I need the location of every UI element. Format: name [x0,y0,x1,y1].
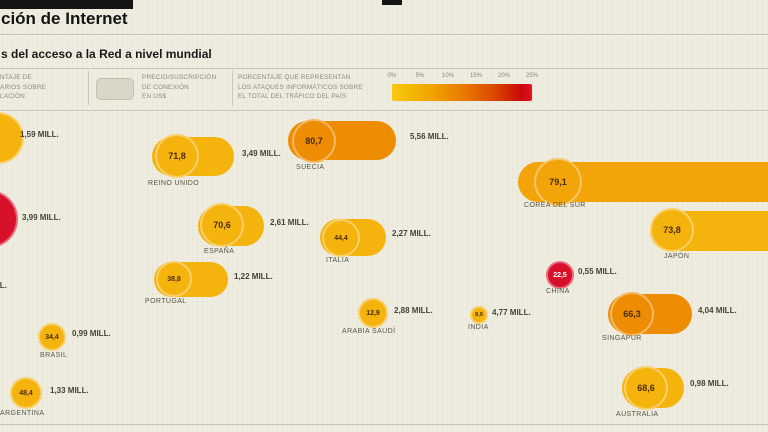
country-pct-value: 68,6 [637,383,655,393]
country-label: ESPAÑA [204,248,235,255]
country-pct-value: 80,7 [305,136,323,146]
legend-users-line: NTAJE DE [0,74,33,81]
country-label: JAPÓN [664,253,690,260]
country-users-value: 1,33 MILL. [50,386,89,395]
country-pct-value: 79,1 [549,177,567,187]
country-pct-value: 71,8 [168,151,186,161]
country-pct-value: 34,4 [45,333,59,341]
legend-attacks-line: EL TOTAL DEL TRÁFICO DEL PAÍS [238,93,347,101]
country-users-value: 2,88 MILL. [394,306,433,315]
country-users-value: 0,99 MILL. [72,329,111,338]
country-users-value: 3,99 MILL. [22,213,61,222]
country-bubble-cutoff-red [0,190,18,248]
scale-tick: 0% [387,73,397,79]
country-bubble: 66,3 [610,292,654,336]
country-pct-value: 38,8 [167,275,181,283]
country-pct-value: 66,3 [623,309,641,319]
country-bubble: 70,6 [200,203,244,247]
country-users-value: 2,61 MILL. [270,218,309,227]
country-label: ARGENTINA [0,410,45,417]
country-label: CHINA [546,288,570,295]
country-label: ARABIA SAUDÍ [342,328,396,335]
legend-price-label: PRECIO/SUSCRIPCIÓN DE CONEXIÓN EN US$ [142,73,216,102]
country-users-value: 1,59 MILL. [20,130,59,139]
country-pct-value: 44,4 [334,234,348,242]
country-pct-value: 22,5 [553,271,567,279]
country-pct-value: 73,8 [663,225,681,235]
scale-tick: 10% [441,73,454,79]
country-users-value: 5,56 MILL. [410,132,449,141]
legend-users-label: NTAJE DE ARIOS SOBRE LACIÓN [0,73,46,102]
country-label: INDIA [468,324,489,331]
legend-price-line: PRECIO/SUSCRIPCIÓN [142,74,217,81]
country-users-value: 4,77 MILL. [492,308,531,317]
country-pct-value: 48,4 [19,389,33,397]
legend-price-line: EN US$ [142,93,167,101]
top-black-band [0,0,133,9]
legend-users-line: LACIÓN [0,93,25,101]
country-bubble: 79,1 [534,158,582,206]
country-pct-value: 8,9 [475,312,483,318]
scale-tick: 5% [415,73,425,79]
page-title: ción de Internet [1,9,128,28]
country-bubble: 44,4 [322,219,360,257]
country-users-value: 2,27 MILL. [392,229,431,238]
country-label: SINGAPUR [602,335,642,342]
scale-tick: 25% [525,73,538,79]
country-bubble: 48,4 [10,377,42,409]
country-label: BRASIL [40,352,68,359]
country-bubble: 8,9 [470,306,488,324]
scale-tick: 15% [469,73,482,79]
country-users-value: 3,49 MILL. [242,149,281,158]
legend-price-line: DE CONEXIÓN [142,83,189,91]
country-users-value: 1,22 MILL. [234,272,273,281]
divider [0,110,768,111]
country-label: PORTUGAL [145,298,187,305]
country-bubble: 34,4 [38,323,66,351]
country-users-value: 4,04 MILL. [698,306,737,315]
country-bubble: 38,8 [156,261,192,297]
legend-attacks-label: PORCENTAJE QUE REPRESENTAN LOS ATAQUES I… [238,73,363,102]
scale-tick: 20% [497,73,510,79]
country-bubble: 22,5 [546,261,574,289]
country-label: REINO UNIDO [148,180,200,187]
country-bubble: 71,8 [155,134,199,178]
price-pill-icon [96,78,134,100]
top-black-mark [382,0,402,5]
legend-attacks-line: LOS ATAQUES INFORMÁTICOS SOBRE [238,83,363,91]
divider [0,68,768,69]
legend-attacks-line: PORCENTAJE QUE REPRESENTAN [238,74,351,81]
country-bubble: 80,7 [292,119,336,163]
legend-users-line: ARIOS SOBRE [0,83,47,91]
country-users-value: 0,55 MILL. [578,267,617,276]
country-bubble: 73,8 [650,208,694,252]
color-scale-bar [392,84,532,101]
country-users-value: 0,98 MILL. [690,379,729,388]
country-pct-value: 70,6 [213,220,231,230]
country-label: ITALIA [326,257,350,264]
legend-divider [232,71,233,105]
page-subtitle: s del acceso a la Red a nivel mundial [1,47,212,61]
country-label: AUSTRALIA [616,411,659,418]
edge-text-fragment: MILL. [0,281,7,290]
legend-divider [88,71,89,105]
bottom-divider [0,424,768,425]
country-bubble: 12,9 [358,298,388,328]
country-label: SUECIA [296,164,325,171]
divider [0,34,768,35]
country-pct-value: 12,9 [366,309,380,317]
country-bubble: 68,6 [624,366,668,410]
country-label: COREA DEL SUR [524,202,586,209]
